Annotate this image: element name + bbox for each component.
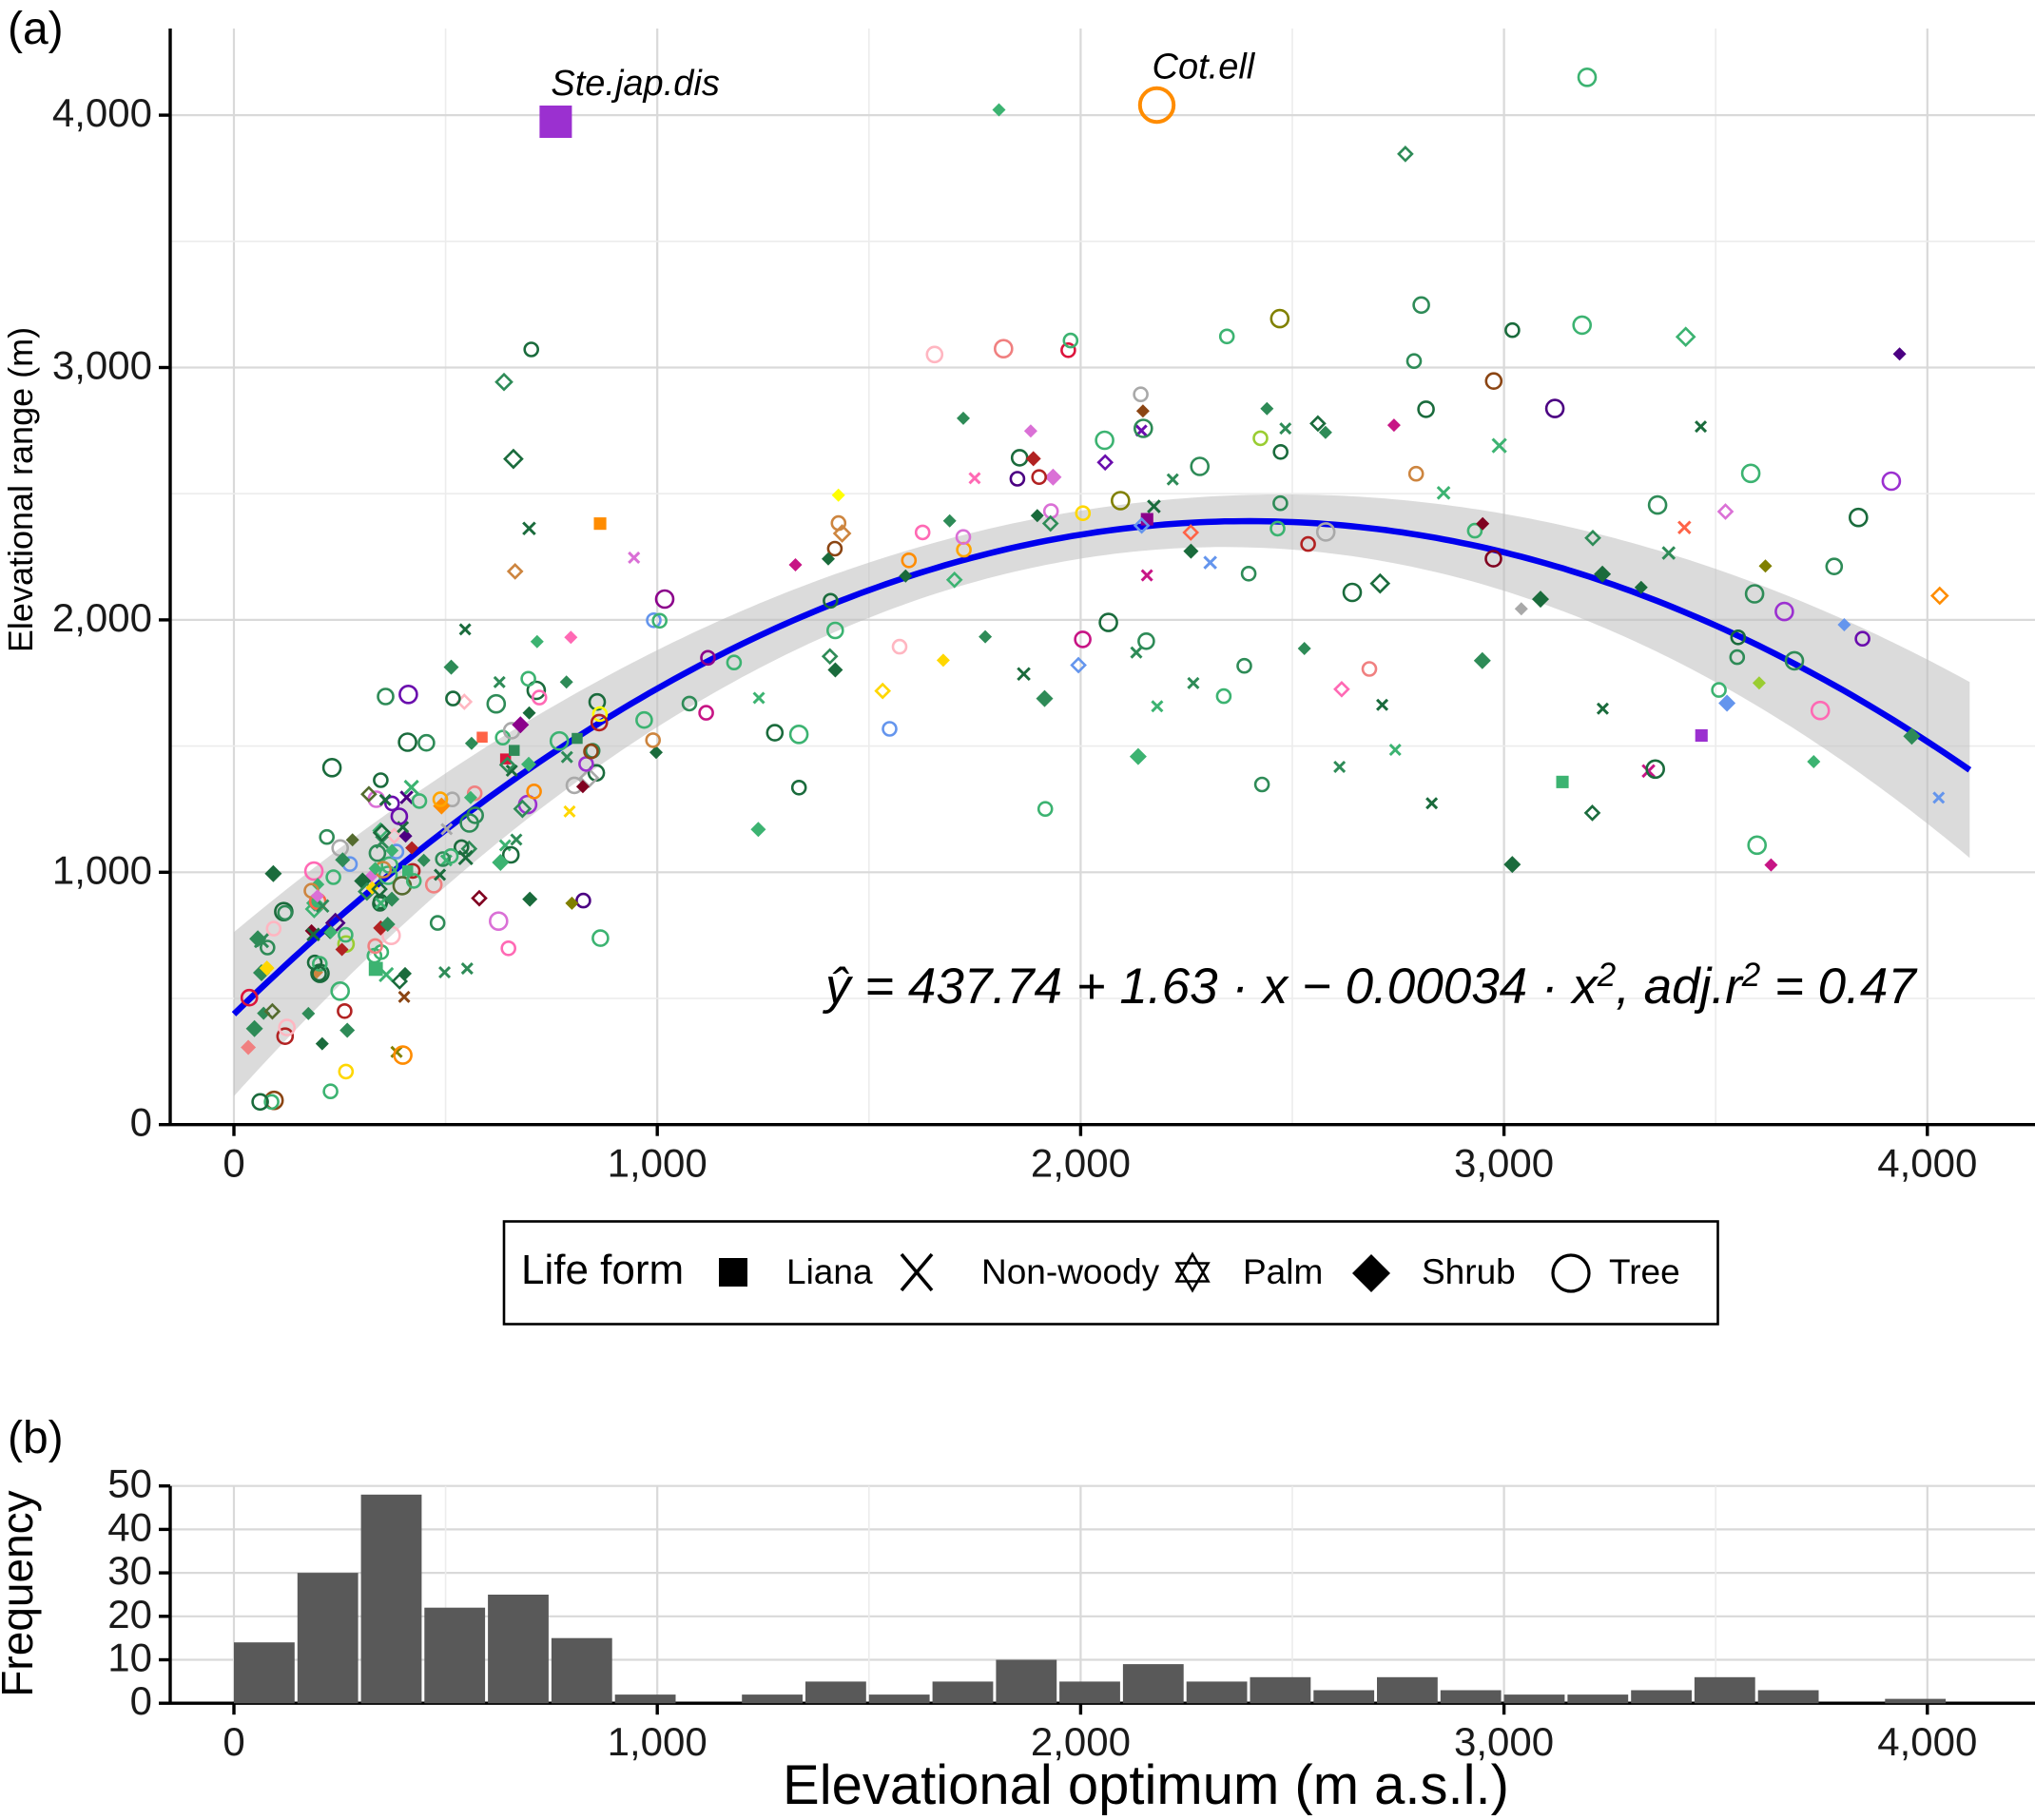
svg-text:0: 0 (130, 1100, 152, 1145)
svg-text:Life form: Life form (521, 1247, 684, 1293)
svg-text:3,000: 3,000 (52, 343, 152, 388)
svg-text:(b): (b) (8, 1413, 64, 1463)
svg-text:4,000: 4,000 (1877, 1141, 1977, 1186)
svg-text:Elevational optimum (m a.s.l.): Elevational optimum (m a.s.l.) (783, 1754, 1509, 1815)
svg-text:Liana: Liana (786, 1252, 873, 1291)
svg-text:Cot.ell: Cot.ell (1153, 48, 1256, 87)
svg-text:30: 30 (107, 1548, 152, 1593)
svg-text:Ste.jap.dis: Ste.jap.dis (551, 64, 719, 104)
svg-text:10: 10 (107, 1636, 152, 1680)
svg-text:Elevational range (m): Elevational range (m) (1, 327, 40, 652)
svg-text:40: 40 (107, 1504, 152, 1549)
svg-text:50: 50 (107, 1462, 152, 1506)
svg-text:3,000: 3,000 (1454, 1141, 1554, 1186)
svg-text:1,000: 1,000 (52, 847, 152, 892)
svg-text:4,000: 4,000 (52, 90, 152, 135)
svg-text:Non-woody: Non-woody (981, 1252, 1160, 1291)
svg-text:2,000: 2,000 (1031, 1141, 1131, 1186)
svg-text:1,000: 1,000 (608, 1141, 707, 1186)
svg-text:(a): (a) (8, 4, 64, 54)
svg-text:Palm: Palm (1243, 1252, 1323, 1291)
svg-text:20: 20 (107, 1592, 152, 1636)
svg-text:4,000: 4,000 (1877, 1719, 1977, 1764)
svg-text:Frequency: Frequency (0, 1490, 42, 1696)
svg-text:Shrub: Shrub (1422, 1252, 1516, 1291)
svg-text:Tree: Tree (1609, 1252, 1680, 1291)
svg-text:0: 0 (130, 1678, 152, 1723)
svg-text:0: 0 (223, 1141, 244, 1186)
svg-text:2,000: 2,000 (52, 595, 152, 640)
svg-text:1,000: 1,000 (608, 1719, 707, 1764)
svg-text:0: 0 (223, 1719, 244, 1764)
